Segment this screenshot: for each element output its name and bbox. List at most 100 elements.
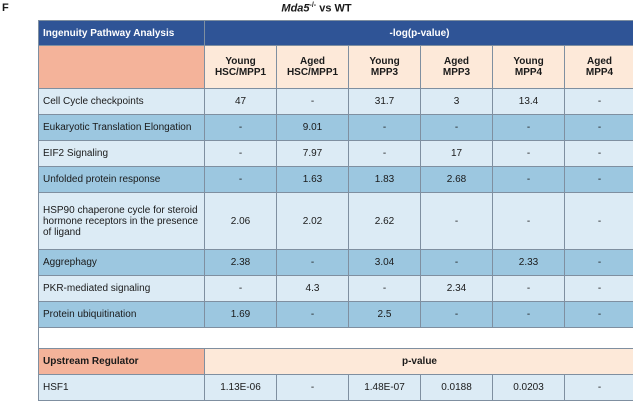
- value-cell: -: [492, 301, 565, 328]
- value-cell: 17: [420, 140, 493, 167]
- value-cell: -: [420, 114, 493, 141]
- column-header-line: Aged: [300, 55, 325, 67]
- table-row: Aggrephagy 2.38-3.04-2.33-: [38, 249, 633, 276]
- value-cell: -: [564, 374, 633, 401]
- value-cell: -: [276, 374, 349, 401]
- title-rest: vs WT: [316, 2, 352, 15]
- header-left: Ingenuity Pathway Analysis: [38, 20, 205, 46]
- value-cell: -: [564, 275, 633, 302]
- column-header-row: Young HSC/MPP1 Aged HSC/MPP1 Young MPP3 Aged MP…: [38, 45, 633, 89]
- value-cell: 1.63: [276, 166, 349, 193]
- upstream-row: HSF1 1.13E-06-1.48E-07 0.0188 0.0203-: [38, 374, 633, 401]
- pathway-label: Eukaryotic Translation Elongation: [38, 114, 205, 141]
- table-row: HSP90 chaperone cycle for steroid hormon…: [38, 192, 633, 250]
- value-cell: -: [564, 166, 633, 193]
- column-header-line: Aged: [444, 55, 469, 67]
- value-cell: -: [492, 192, 565, 250]
- pathway-label: Protein ubiquitination: [38, 301, 205, 328]
- value-cell: -: [564, 301, 633, 328]
- pathway-label: Aggrephagy: [38, 249, 205, 276]
- value-cell: -: [348, 140, 421, 167]
- value-cell: 2.02: [276, 192, 349, 250]
- value-cell: 47: [204, 88, 277, 115]
- value-cell: 9.01: [276, 114, 349, 141]
- column-header-line: HSC/MPP1: [286, 67, 339, 78]
- value-cell: 1.69: [204, 301, 277, 328]
- value-cell: -: [492, 140, 565, 167]
- table-row: Protein ubiquitination 1.69-2.5- - -: [38, 301, 633, 328]
- upstream-header-left: Upstream Regulator: [38, 348, 205, 375]
- value-cell: -: [420, 192, 493, 250]
- value-cell: 2.62: [348, 192, 421, 250]
- value-cell: -: [492, 166, 565, 193]
- value-cell: -: [276, 88, 349, 115]
- pathway-label: EIF2 Signaling: [38, 140, 205, 167]
- pathway-label: PKR-mediated signaling: [38, 275, 205, 302]
- value-cell: 3.04: [348, 249, 421, 276]
- value-cell: -: [204, 166, 277, 193]
- pathway-label: Unfolded protein response: [38, 166, 205, 193]
- value-cell: 1.48E-07: [348, 374, 421, 401]
- value-cell: -: [204, 140, 277, 167]
- spacer-cell: [38, 327, 633, 349]
- value-cell: 13.4: [492, 88, 565, 115]
- pathway-table: Ingenuity Pathway Analysis -log(p-value)…: [38, 20, 633, 401]
- column-header: Young HSC/MPP1: [204, 45, 277, 89]
- column-header-blank: [38, 45, 205, 89]
- column-header: Aged MPP3: [420, 45, 493, 89]
- table-row: Eukaryotic Translation Elongation -9.01- -…: [38, 114, 633, 141]
- value-cell: 7.97: [276, 140, 349, 167]
- value-cell: 0.0188: [420, 374, 493, 401]
- regulator-label: HSF1: [38, 374, 205, 401]
- title-gene: Mda5: [281, 2, 310, 15]
- value-cell: -: [492, 114, 565, 141]
- header-right: -log(p-value): [204, 20, 633, 46]
- value-cell: -: [420, 249, 493, 276]
- upstream-header-row: Upstream Regulator p-value: [38, 348, 633, 375]
- value-cell: 2.33: [492, 249, 565, 276]
- panel-label: F: [2, 2, 9, 14]
- value-cell: 31.7: [348, 88, 421, 115]
- column-header-line: Aged: [587, 55, 612, 67]
- value-cell: 2.34: [420, 275, 493, 302]
- column-header: Young MPP4: [492, 45, 565, 89]
- value-cell: -: [564, 88, 633, 115]
- column-header-line: MPP4: [514, 67, 543, 78]
- value-cell: -: [564, 114, 633, 141]
- column-header-line: Young: [513, 55, 544, 67]
- column-header-line: Young: [369, 55, 400, 67]
- value-cell: 2.38: [204, 249, 277, 276]
- upstream-header-right: p-value: [204, 348, 633, 375]
- pathway-label: HSP90 chaperone cycle for steroid hormon…: [38, 192, 205, 250]
- column-header: Aged MPP4: [564, 45, 633, 89]
- column-header-line: MPP3: [442, 67, 471, 78]
- column-header-line: MPP3: [370, 67, 399, 78]
- value-cell: -: [276, 301, 349, 328]
- value-cell: -: [348, 114, 421, 141]
- value-cell: 2.06: [204, 192, 277, 250]
- column-header-line: MPP4: [585, 67, 614, 78]
- value-cell: 1.83: [348, 166, 421, 193]
- figure-title: Mda5-/- vs WT: [0, 2, 633, 15]
- value-cell: -: [204, 114, 277, 141]
- value-cell: -: [348, 275, 421, 302]
- value-cell: 4.3: [276, 275, 349, 302]
- table-row: Unfolded protein response -1.63 1.83 2.68- -: [38, 166, 633, 193]
- value-cell: -: [204, 275, 277, 302]
- value-cell: 2.68: [420, 166, 493, 193]
- column-header-line: Young: [225, 55, 256, 67]
- table-header-row: Ingenuity Pathway Analysis -log(p-value): [38, 20, 633, 46]
- column-header: Aged HSC/MPP1: [276, 45, 349, 89]
- value-cell: 0.0203: [492, 374, 565, 401]
- table-row: Cell Cycle checkpoints 47-31.7 3 13.4-: [38, 88, 633, 115]
- value-cell: 2.5: [348, 301, 421, 328]
- table-row: PKR-mediated signaling -4.3-2.34- -: [38, 275, 633, 302]
- column-header-line: HSC/MPP1: [214, 67, 267, 78]
- value-cell: 1.13E-06: [204, 374, 277, 401]
- title-superscript: -/-: [309, 2, 317, 9]
- table-row: EIF2 Signaling -7.97-17- -: [38, 140, 633, 167]
- value-cell: -: [564, 140, 633, 167]
- value-cell: -: [276, 249, 349, 276]
- value-cell: 3: [420, 88, 493, 115]
- column-header: Young MPP3: [348, 45, 421, 89]
